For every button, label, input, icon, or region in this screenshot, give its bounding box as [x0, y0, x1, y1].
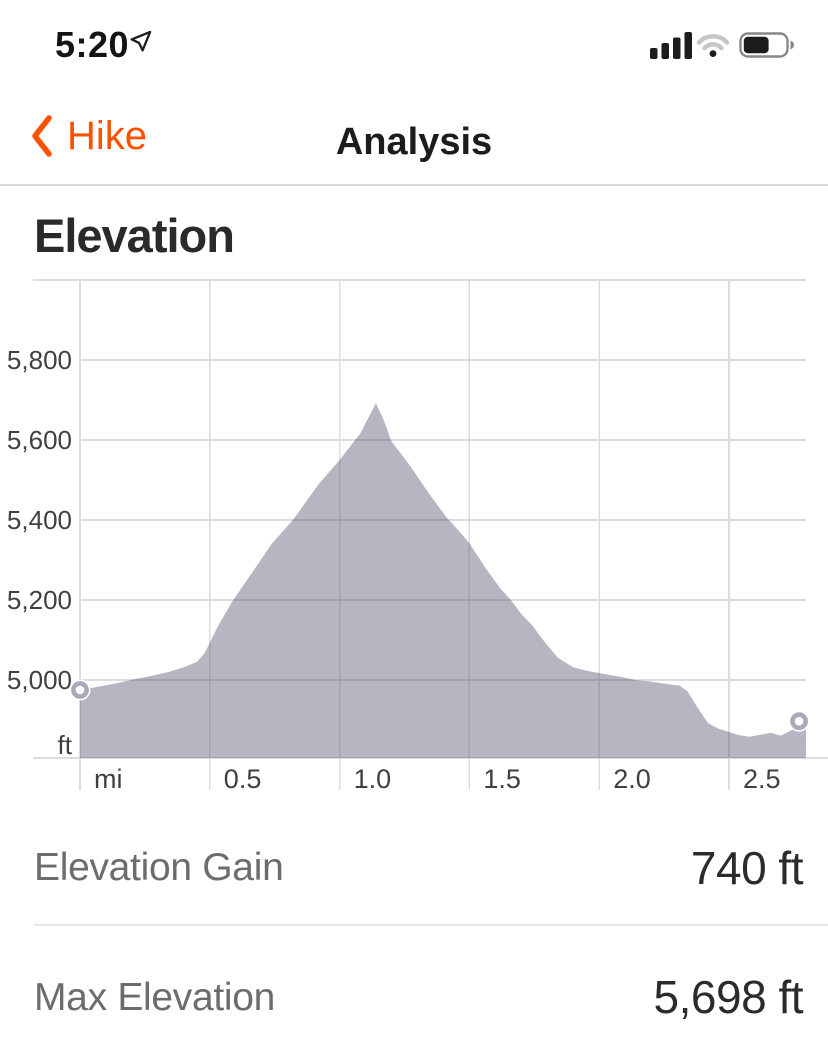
x-tick-label: mi [94, 764, 123, 792]
y-tick-label: 5,400 [7, 505, 72, 535]
elevation-chart[interactable]: 5,000 5,200 5,400 5,600 5,800 ft mi 0.5 1.0 1.5 2.… [0, 272, 828, 792]
battery-fill [743, 36, 769, 54]
y-axis-unit-label: ft [58, 730, 73, 760]
elevation-area [80, 403, 807, 758]
y-tick-label: 5,800 [7, 345, 72, 375]
start-marker [71, 681, 89, 699]
page-title: Analysis [335, 121, 493, 163]
battery-icon [739, 32, 794, 58]
stat-divider [34, 924, 828, 926]
wifi-icon [696, 34, 730, 57]
section-title: Elevation [34, 209, 235, 262]
x-tick-label: 2.5 [743, 764, 781, 792]
end-marker [790, 712, 808, 731]
y-tick-label: 5,200 [7, 585, 72, 615]
location-arrow-icon [130, 30, 152, 52]
stat-label: Elevation Gain [34, 846, 284, 889]
stat-label: Max Elevation [34, 976, 276, 1019]
chevron-left-icon [32, 115, 52, 157]
x-tick-label: 1.5 [483, 764, 521, 792]
cellular-signal-icon [650, 32, 692, 59]
x-tick-label: 2.0 [613, 764, 651, 792]
y-tick-label: 5,600 [7, 425, 72, 455]
y-tick-label: 5,000 [7, 665, 72, 695]
back-button[interactable]: Hike [28, 112, 147, 160]
stat-value: 740 ft [690, 842, 804, 894]
back-button-label: Hike [67, 114, 148, 158]
stat-value: 5,698 ft [653, 971, 804, 1023]
x-tick-label: 0.5 [224, 764, 262, 792]
status-time: 5:20 [55, 24, 130, 65]
x-tick-label: 1.0 [354, 764, 392, 792]
nav-divider [0, 184, 828, 186]
